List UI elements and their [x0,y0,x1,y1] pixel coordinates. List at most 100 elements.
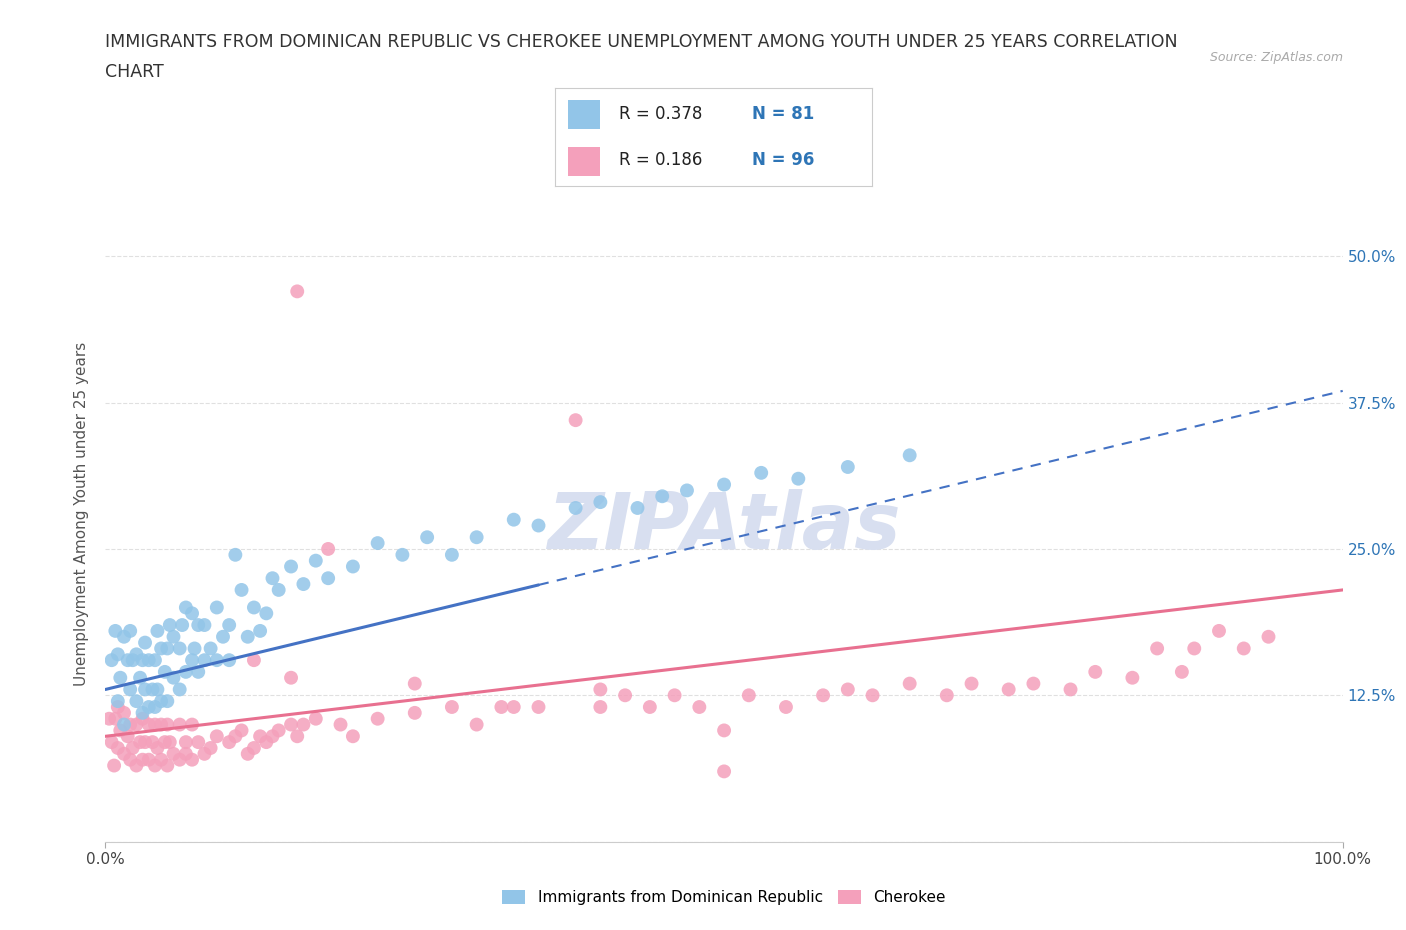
Point [100,735,122,750]
Text: Source: ZipAtlas.com: Source: ZipAtlas.com [1209,51,1343,64]
FancyBboxPatch shape [568,147,599,177]
Point [134,682,156,697]
Point [292,577,315,591]
Point [117,729,139,744]
Point [141,682,163,697]
Point [141,735,163,750]
Point [589,682,612,697]
Point [138,699,160,714]
Point [181,606,204,621]
Point [146,740,169,755]
Point [738,688,761,703]
Point [231,723,253,737]
Point [117,653,139,668]
Point [342,729,364,744]
Point [267,723,290,737]
Point [181,653,204,668]
Point [107,740,129,755]
Point [614,688,637,703]
Point [110,671,132,685]
Y-axis label: Unemployment Among Youth under 25 years: Unemployment Among Youth under 25 years [75,341,90,686]
Point [638,699,661,714]
Point [1182,641,1205,656]
Point [440,699,463,714]
Point [651,489,673,504]
Point [143,717,166,732]
Point [262,571,284,586]
Point [138,752,160,767]
Point [243,600,266,615]
Point [205,600,228,615]
Point [104,623,127,638]
Point [564,413,586,428]
Point [112,717,135,732]
Point [159,618,181,632]
Point [416,530,439,545]
Point [104,711,127,726]
Point [172,618,194,632]
Text: ZIPAtlas: ZIPAtlas [547,489,901,565]
Point [1022,676,1045,691]
Point [143,653,166,668]
Point [187,664,209,679]
Point [243,740,266,755]
Point [1233,641,1256,656]
Point [110,723,132,737]
Point [285,284,308,299]
Point [280,717,302,732]
Point [169,682,191,697]
Point [138,653,160,668]
Point [367,711,389,726]
Point [391,548,413,563]
Point [125,647,148,662]
Point [107,694,129,709]
Point [316,541,339,556]
Point [224,729,246,744]
Point [125,717,148,732]
Point [787,472,810,486]
Point [527,699,550,714]
Point [589,699,612,714]
Point [187,618,209,632]
Legend: Immigrants from Dominican Republic, Cherokee: Immigrants from Dominican Republic, Cher… [495,883,953,912]
Point [713,477,735,492]
Point [121,653,143,668]
Point [218,735,240,750]
Point [1059,682,1081,697]
Point [224,548,246,563]
Point [997,682,1019,697]
Point [1171,664,1194,679]
Point [162,630,184,644]
Point [134,735,156,750]
Point [120,682,142,697]
Point [285,729,308,744]
Point [465,717,488,732]
Point [181,752,204,767]
Point [125,694,148,709]
Point [162,747,184,762]
Point [193,653,215,668]
Point [181,717,204,732]
Point [205,729,228,744]
Point [1257,630,1279,644]
Point [150,752,173,767]
Point [440,548,463,563]
Point [174,747,197,762]
Point [169,752,191,767]
Point [218,618,240,632]
Point [121,740,143,755]
Point [169,641,191,656]
Point [862,688,884,703]
Point [169,717,191,732]
Point [120,717,142,732]
Point [898,448,921,463]
Point [112,747,135,762]
Point [162,671,184,685]
Point [837,682,859,697]
Point [254,606,277,621]
Point [103,758,125,773]
Point [688,699,710,714]
FancyBboxPatch shape [568,100,599,129]
Point [138,717,160,732]
Point [664,688,686,703]
